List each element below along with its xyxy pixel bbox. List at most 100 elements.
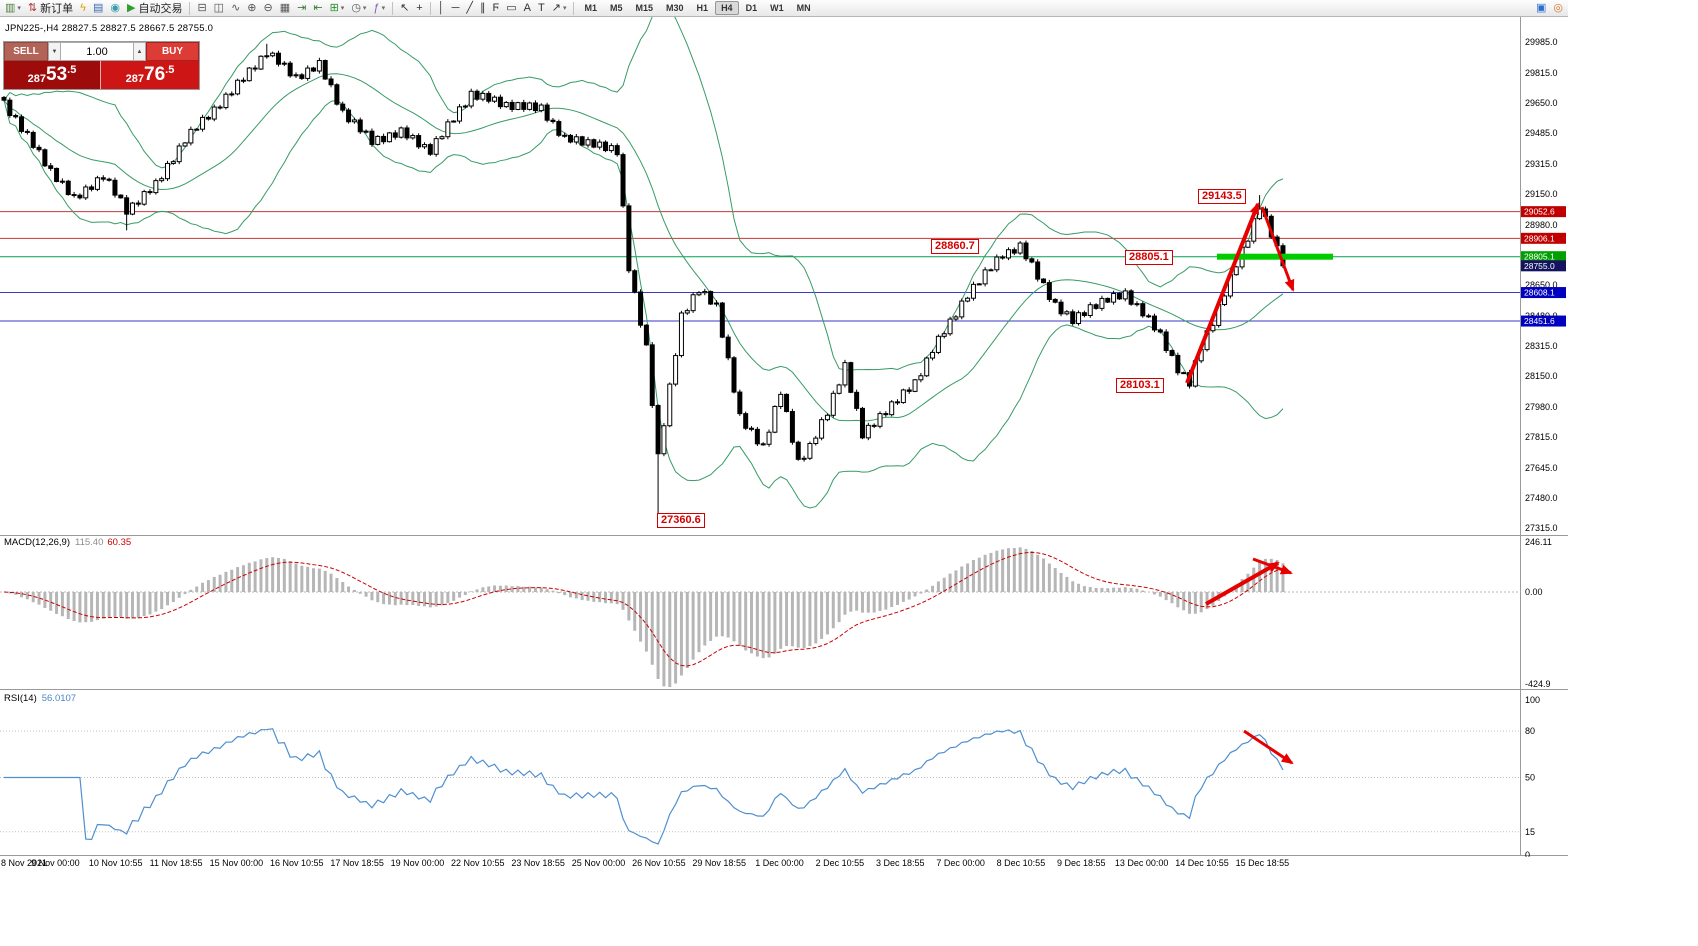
tf-m1[interactable]: M1 <box>578 1 603 15</box>
buy-button[interactable]: BUY <box>146 42 199 61</box>
horizontal-line-icon: ─ <box>451 1 460 14</box>
fibonacci-button[interactable]: Ϝ <box>490 1 503 16</box>
trend-arrow[interactable] <box>1243 729 1294 765</box>
price-annotation[interactable]: 29143.5 <box>1198 189 1246 204</box>
zoom-in-button[interactable]: ⊕ <box>244 1 259 16</box>
level-price-tag-text: 29052.6 <box>1524 207 1555 217</box>
quick-trade-button[interactable]: ϟ <box>77 1 89 16</box>
time-axis-label: 22 Nov 10:55 <box>451 858 505 868</box>
trend-arrow[interactable] <box>1260 206 1295 292</box>
text-button[interactable]: A <box>521 1 534 16</box>
volume-input[interactable] <box>61 42 133 61</box>
tf-h1[interactable]: H1 <box>691 1 715 15</box>
new-chart-button[interactable]: ▥ ▾ <box>2 1 24 16</box>
price-tick-label: 29150.0 <box>1525 189 1558 199</box>
level-price-tag-text: 28906.1 <box>1524 233 1555 243</box>
add-object-button[interactable]: ⊞ ▾ <box>327 1 348 16</box>
trend-arrow[interactable] <box>1205 561 1280 606</box>
trend-arrow[interactable] <box>1252 557 1293 575</box>
auto-scroll-button[interactable]: ⇥ <box>294 1 309 16</box>
support-zone-band[interactable] <box>1217 253 1333 260</box>
volume-decrease-button[interactable]: ▼ <box>48 42 61 61</box>
line-chart-mode-button[interactable]: ∿ <box>228 1 243 16</box>
sell-price[interactable]: 287 53.5 <box>4 61 100 89</box>
tf-d1[interactable]: D1 <box>740 1 764 15</box>
chart-window[interactable]: 29985.0 29815.0 29650.0 29485.0 29315.0 29150… <box>0 17 1568 859</box>
arrows-icon: ↗ <box>551 1 561 14</box>
tile-windows-button[interactable]: ▦ <box>277 1 293 16</box>
data-window-button[interactable]: ◉ <box>107 1 123 16</box>
price-tick-label: 28315.0 <box>1525 341 1558 351</box>
arrows-dropdown-icon[interactable]: ▾ <box>562 5 567 12</box>
toolbar-separator <box>573 1 575 15</box>
crosshair-icon: + <box>416 1 423 14</box>
community-button[interactable]: ▣ <box>1533 1 1549 16</box>
text-icon: A <box>523 1 532 14</box>
candle-chart-mode-icon: ◫ <box>213 1 225 14</box>
price-annotation[interactable]: 27360.6 <box>657 513 705 528</box>
vertical-line-button[interactable]: │ <box>435 1 448 16</box>
add-object-dropdown-icon[interactable]: ▾ <box>340 5 345 12</box>
time-axis[interactable]: 8 Nov 2021 9 Nov 00:00 10 Nov 10:55 11 Nov … <box>0 857 1568 872</box>
market-watch-button[interactable]: ▤ <box>90 1 106 16</box>
macd-plot[interactable] <box>0 547 1520 687</box>
equidistant-channel-icon: ∥ <box>480 1 486 14</box>
time-axis-label: 25 Nov 00:00 <box>571 858 626 868</box>
rsi-plot[interactable] <box>0 728 1520 845</box>
main-chart-plot[interactable] <box>0 17 1520 520</box>
chart-shift-icon: ⇤ <box>313 1 323 14</box>
alerts-button[interactable]: ◎ <box>1550 1 1566 16</box>
autotrading-label: 自动交易 <box>138 3 183 15</box>
price-tick-label: 29650.0 <box>1525 98 1558 108</box>
price-annotation[interactable]: 28860.7 <box>931 239 979 254</box>
time-axis-label: 29 Nov 18:55 <box>692 858 746 868</box>
zoom-out-button[interactable]: ⊖ <box>261 1 276 16</box>
tf-m30[interactable]: M30 <box>660 1 690 15</box>
tf-h4[interactable]: H4 <box>715 1 739 15</box>
rsi-name: RSI(14) <box>4 693 37 704</box>
rsi-axis-label: 15 <box>1525 827 1535 837</box>
buy-price[interactable]: 287 76.5 <box>100 61 199 89</box>
sell-button[interactable]: SELL <box>4 42 48 61</box>
indicators-dropdown-icon[interactable]: ▾ <box>381 5 386 12</box>
cursor-button[interactable]: ↖ <box>397 1 412 16</box>
new-chart-dropdown-icon[interactable]: ▾ <box>17 5 21 12</box>
time-axis-label: 19 Nov 00:00 <box>390 858 445 868</box>
arrows-button[interactable]: ↗ ▾ <box>549 1 570 16</box>
macd-axis-label: -424.9 <box>1525 679 1551 689</box>
trend-arrow[interactable] <box>1185 202 1260 384</box>
bar-chart-mode-button[interactable]: ⊟ <box>194 1 209 16</box>
tf-m15[interactable]: M15 <box>630 1 660 15</box>
volume-increase-button[interactable]: ▲ <box>133 42 146 61</box>
equidistant-channel-button[interactable]: ∥ <box>477 1 489 16</box>
price-tick-label: 27645.0 <box>1525 463 1558 473</box>
chart-shift-button[interactable]: ⇤ <box>310 1 325 16</box>
periods-icon: ◷ <box>351 1 361 14</box>
macd-axis-label: 246.11 <box>1525 537 1552 547</box>
chart-canvas[interactable]: 29985.0 29815.0 29650.0 29485.0 29315.0 29150… <box>0 17 1568 859</box>
candle-chart-mode-button[interactable]: ◫ <box>211 1 227 16</box>
text-label-button[interactable]: T <box>535 1 548 16</box>
price-annotation[interactable]: 28805.1 <box>1125 250 1173 265</box>
indicators-button[interactable]: ƒ ▾ <box>370 1 388 16</box>
periods-dropdown-icon[interactable]: ▾ <box>362 5 367 12</box>
fibonacci-icon: Ϝ <box>492 1 500 14</box>
tf-mn-label: MN <box>796 3 811 13</box>
periods-button[interactable]: ◷ ▾ <box>348 1 369 16</box>
trendline-button[interactable]: ╱ <box>463 1 476 16</box>
tf-m5[interactable]: M5 <box>604 1 629 15</box>
sell-price-suffix: .5 <box>67 64 77 76</box>
time-axis-label: 11 Nov 18:55 <box>149 858 203 868</box>
autotrading-button[interactable]: ▶ 自动交易 <box>124 1 185 16</box>
shapes-button[interactable]: ▭ <box>503 1 519 16</box>
price-tick-label: 29485.0 <box>1525 128 1558 138</box>
crosshair-button[interactable]: + <box>413 1 425 16</box>
horizontal-line-button[interactable]: ─ <box>449 1 463 16</box>
market-watch-icon: ▤ <box>92 1 104 14</box>
new-order-button[interactable]: ⇅ 新订单 <box>25 1 76 16</box>
tf-mn[interactable]: MN <box>791 1 817 15</box>
tf-w1-label: W1 <box>770 3 784 13</box>
tf-w1[interactable]: W1 <box>764 1 790 15</box>
price-annotation[interactable]: 28103.1 <box>1116 378 1164 393</box>
macd-signal-value: 60.35 <box>107 537 132 548</box>
